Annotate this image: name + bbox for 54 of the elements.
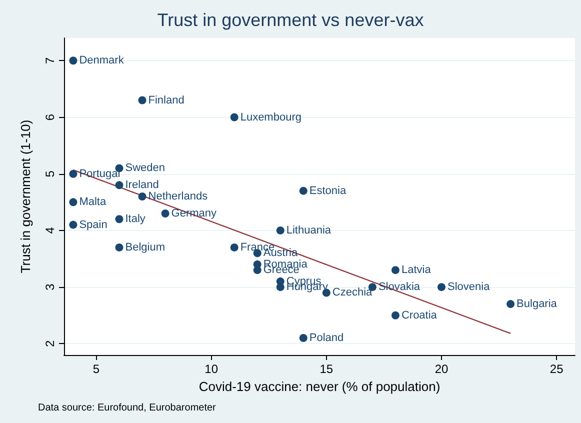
point <box>115 215 124 224</box>
point <box>391 266 400 274</box>
data-label: Latvia <box>401 264 432 276</box>
y-tick-label: 6 <box>43 114 57 121</box>
point <box>506 300 515 308</box>
point <box>276 226 284 234</box>
x-tick-label: 5 <box>92 362 100 376</box>
point <box>438 283 446 292</box>
data-label: Spain <box>79 218 108 231</box>
point <box>276 283 284 292</box>
y-tick-label: 7 <box>43 56 57 64</box>
point <box>253 266 262 274</box>
data-label: Lithuania <box>286 224 332 236</box>
point <box>69 56 78 65</box>
point <box>138 96 146 104</box>
point <box>299 186 308 195</box>
point <box>69 220 78 229</box>
y-tick-label: 3 <box>43 283 57 290</box>
point <box>299 334 308 342</box>
point <box>230 243 238 252</box>
data-label: Croatia <box>401 309 438 322</box>
data-label: Italy <box>125 213 146 226</box>
data-label: Bulgaria <box>516 298 558 310</box>
data-label: Luxembourg <box>240 111 302 124</box>
data-label: Estonia <box>309 184 347 197</box>
data-label: Czechia <box>332 286 374 299</box>
y-axis-title: Trust in government (1-10) <box>18 120 33 274</box>
point <box>230 113 238 122</box>
point <box>115 181 124 190</box>
point <box>115 243 124 252</box>
data-label: Finland <box>148 94 184 106</box>
data-label: Denmark <box>79 54 124 67</box>
x-tick-label: 25 <box>550 362 564 376</box>
x-tick-label: 15 <box>320 362 334 376</box>
data-label: Sweden <box>125 162 166 174</box>
data-label: Poland <box>309 332 344 344</box>
x-tick-label: 10 <box>204 362 218 376</box>
x-axis-title: Covid-19 vaccine: never (% of population) <box>198 378 440 394</box>
point <box>391 311 400 320</box>
point <box>138 192 146 200</box>
y-tick-label: 5 <box>43 170 57 178</box>
x-tick-label: 20 <box>434 362 448 376</box>
point <box>161 209 170 218</box>
y-tick-label: 2 <box>43 340 57 348</box>
point <box>69 170 78 178</box>
point <box>69 198 78 206</box>
chart-title: Trust in government vs never-vax <box>157 10 424 30</box>
data-label: Belgium <box>125 241 165 254</box>
data-label: Netherlands <box>148 190 208 202</box>
source-note: Data source: Eurofound, Eurobarometer <box>38 402 217 414</box>
data-label: Malta <box>79 196 107 208</box>
data-label: Slovenia <box>447 281 491 294</box>
y-tick-label: 4 <box>43 226 57 234</box>
data-label: Ireland <box>125 179 159 192</box>
